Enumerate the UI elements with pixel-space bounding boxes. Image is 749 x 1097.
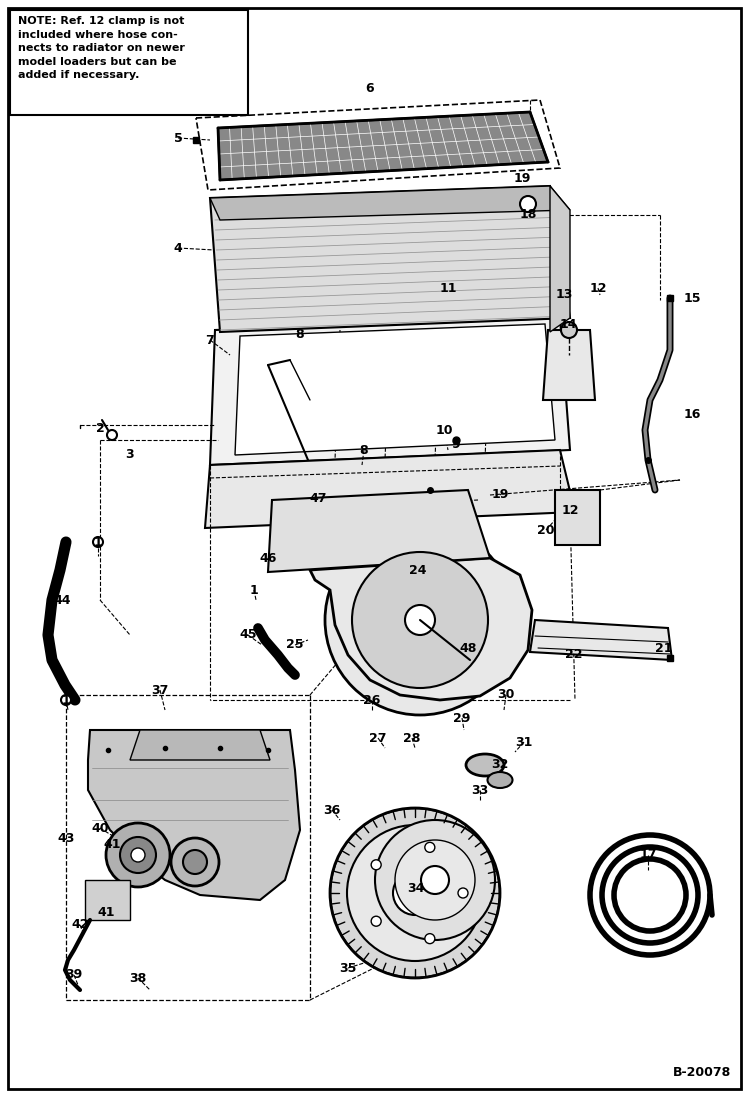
- Polygon shape: [218, 112, 548, 180]
- Text: 43: 43: [58, 832, 75, 845]
- Text: 38: 38: [130, 972, 147, 984]
- Circle shape: [183, 850, 207, 874]
- Circle shape: [352, 552, 488, 688]
- Circle shape: [393, 871, 437, 915]
- Text: 44: 44: [53, 593, 70, 607]
- Circle shape: [120, 837, 156, 873]
- Circle shape: [425, 842, 435, 852]
- Ellipse shape: [466, 754, 504, 776]
- Circle shape: [347, 825, 483, 961]
- Text: 32: 32: [491, 758, 509, 771]
- Text: 46: 46: [259, 552, 276, 565]
- Text: 19: 19: [513, 171, 531, 184]
- Text: 20: 20: [537, 523, 555, 536]
- Polygon shape: [530, 620, 672, 660]
- Circle shape: [561, 323, 577, 338]
- Text: 21: 21: [655, 642, 673, 655]
- Text: 35: 35: [339, 961, 357, 974]
- Circle shape: [372, 916, 381, 926]
- Bar: [10, 10, 248, 115]
- Text: 14: 14: [560, 318, 577, 331]
- Text: 39: 39: [65, 969, 82, 982]
- Text: 45: 45: [239, 629, 257, 642]
- Text: 11: 11: [439, 282, 457, 294]
- Text: 36: 36: [324, 803, 341, 816]
- Circle shape: [395, 840, 475, 920]
- Text: 12: 12: [589, 282, 607, 294]
- Circle shape: [520, 196, 536, 212]
- Text: 3: 3: [126, 449, 134, 462]
- Polygon shape: [210, 186, 570, 220]
- Text: 24: 24: [409, 564, 427, 577]
- Circle shape: [325, 525, 515, 715]
- Text: 18: 18: [519, 208, 537, 222]
- Text: NOTE: Ref. 12 clamp is not
included where hose con-
nects to radiator on newer
m: NOTE: Ref. 12 clamp is not included wher…: [18, 16, 185, 80]
- Text: 1: 1: [249, 584, 258, 597]
- Text: 34: 34: [407, 882, 425, 894]
- Text: 47: 47: [309, 491, 327, 505]
- Text: 17: 17: [639, 848, 657, 861]
- Text: 1: 1: [94, 535, 103, 548]
- Text: 6: 6: [366, 81, 374, 94]
- Text: 27: 27: [369, 732, 386, 745]
- Text: 8: 8: [296, 328, 304, 341]
- Polygon shape: [88, 730, 300, 900]
- Text: 7: 7: [206, 333, 214, 347]
- Circle shape: [375, 819, 495, 940]
- Circle shape: [458, 887, 468, 898]
- Text: 10: 10: [435, 423, 452, 437]
- Text: 33: 33: [471, 783, 488, 796]
- Text: 8: 8: [360, 443, 369, 456]
- Polygon shape: [555, 490, 600, 545]
- Circle shape: [61, 695, 71, 705]
- Polygon shape: [130, 730, 270, 760]
- Circle shape: [107, 430, 117, 440]
- Circle shape: [421, 866, 449, 894]
- Ellipse shape: [488, 772, 512, 788]
- Circle shape: [372, 860, 381, 870]
- Text: 48: 48: [459, 642, 476, 655]
- Text: 26: 26: [363, 693, 380, 706]
- Polygon shape: [210, 186, 570, 332]
- Text: 9: 9: [452, 439, 461, 452]
- Text: 15: 15: [683, 292, 701, 305]
- Text: 1: 1: [61, 693, 70, 706]
- Text: 41: 41: [97, 905, 115, 918]
- Text: 37: 37: [151, 683, 169, 697]
- Polygon shape: [205, 450, 575, 528]
- Circle shape: [171, 838, 219, 886]
- Polygon shape: [268, 490, 490, 572]
- Text: 5: 5: [174, 132, 182, 145]
- Text: 25: 25: [286, 638, 304, 652]
- Text: 12: 12: [561, 504, 579, 517]
- Text: 31: 31: [515, 735, 533, 748]
- Text: 22: 22: [565, 648, 583, 661]
- Text: 28: 28: [403, 732, 421, 745]
- Text: 41: 41: [103, 838, 121, 851]
- Circle shape: [131, 848, 145, 862]
- Text: 40: 40: [91, 822, 109, 835]
- Circle shape: [405, 606, 435, 635]
- Text: 4: 4: [174, 241, 182, 255]
- Text: 42: 42: [71, 918, 88, 931]
- Text: B-20078: B-20078: [673, 1066, 731, 1079]
- Text: 2: 2: [96, 421, 104, 434]
- Circle shape: [330, 808, 500, 979]
- Polygon shape: [235, 324, 555, 455]
- Text: 16: 16: [683, 408, 700, 421]
- Circle shape: [106, 823, 170, 887]
- Polygon shape: [310, 558, 532, 700]
- Circle shape: [425, 934, 435, 943]
- Text: 19: 19: [491, 488, 509, 501]
- Polygon shape: [550, 186, 570, 332]
- Text: 13: 13: [555, 289, 573, 302]
- Text: 30: 30: [497, 689, 515, 701]
- Polygon shape: [543, 330, 595, 400]
- Polygon shape: [85, 880, 130, 920]
- Text: 29: 29: [453, 712, 470, 724]
- Circle shape: [93, 538, 103, 547]
- Polygon shape: [210, 318, 570, 465]
